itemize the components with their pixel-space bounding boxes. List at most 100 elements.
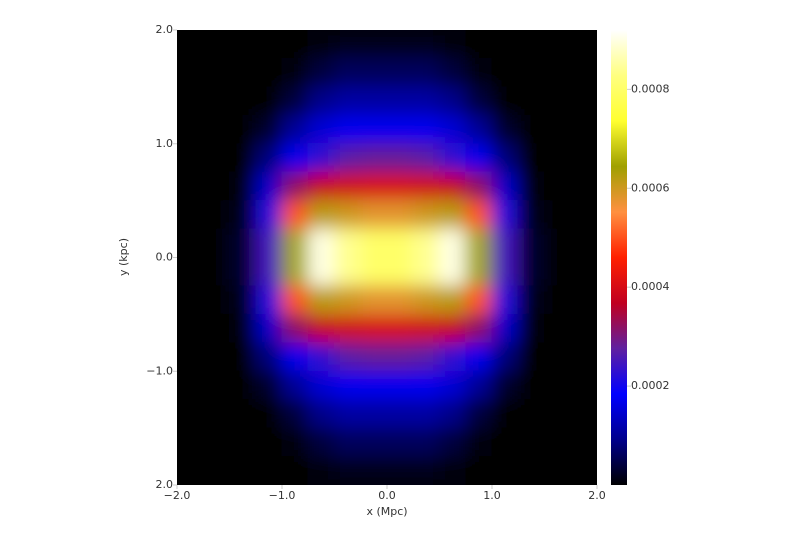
heatmap-cell xyxy=(177,370,204,401)
heatmap-cell xyxy=(517,143,545,173)
heatmap-cell xyxy=(491,143,519,173)
heatmap-cell xyxy=(544,114,572,145)
heatmap-cell xyxy=(360,313,388,344)
heatmap-cell xyxy=(491,313,519,344)
heatmap-cell xyxy=(412,370,440,401)
colorbar xyxy=(611,30,627,485)
heatmap-cell xyxy=(255,285,283,315)
heatmap-cell xyxy=(439,342,467,372)
heatmap-cell xyxy=(465,257,493,287)
heatmap-cell xyxy=(412,86,440,116)
heatmap-cell xyxy=(517,171,545,202)
heatmap-cell xyxy=(412,313,440,344)
y-tick-label: 0.0 xyxy=(156,251,174,264)
heatmap-cell xyxy=(307,143,335,173)
heatmap-cell xyxy=(491,228,519,258)
heatmap-cell xyxy=(386,171,414,202)
heatmap-cell xyxy=(439,228,467,258)
heatmap-cell xyxy=(544,57,572,88)
heatmap-cell xyxy=(177,30,204,59)
heatmap-cell xyxy=(229,114,257,145)
heatmap-cell xyxy=(412,285,440,315)
heatmap-cell xyxy=(517,342,545,372)
heatmap-cell xyxy=(386,30,414,59)
heatmap-cell xyxy=(439,200,467,230)
x-tick-label: −2.0 xyxy=(164,489,191,502)
heatmap-cell xyxy=(202,114,230,145)
heatmap-cell xyxy=(570,228,597,258)
heatmap-cell xyxy=(517,228,545,258)
heatmap-cell xyxy=(517,200,545,230)
heatmap-cell xyxy=(334,456,362,485)
heatmap-cell xyxy=(570,399,597,429)
heatmap-cell xyxy=(307,313,335,344)
heatmap-cell xyxy=(177,114,204,145)
heatmap-cell xyxy=(360,86,388,116)
heatmap-cell xyxy=(465,285,493,315)
heatmap-cell xyxy=(255,30,283,59)
heatmap-cell xyxy=(202,456,230,485)
heatmap-cell xyxy=(202,313,230,344)
heatmap-cell xyxy=(465,200,493,230)
heatmap-cell xyxy=(386,456,414,485)
heatmap-cell xyxy=(281,228,309,258)
heatmap-cell xyxy=(544,370,572,401)
heatmap-cell xyxy=(412,399,440,429)
x-tick-label: −1.0 xyxy=(269,489,296,502)
heatmap-cell xyxy=(229,228,257,258)
heatmap-cell xyxy=(412,114,440,145)
heatmap-cell xyxy=(544,285,572,315)
heatmap-cell xyxy=(281,86,309,116)
heatmap-cell xyxy=(281,456,309,485)
colorbar-tick-label: 0.0002 xyxy=(631,379,670,392)
heatmap-cell xyxy=(202,86,230,116)
heatmap-cell xyxy=(360,427,388,458)
heatmap-cell xyxy=(491,285,519,315)
heatmap-cell xyxy=(517,114,545,145)
heatmap-cell xyxy=(386,114,414,145)
heatmap-cell xyxy=(386,200,414,230)
heatmap-cell xyxy=(517,427,545,458)
colorbar-tick-label: 0.0004 xyxy=(631,280,670,293)
heatmap-cell xyxy=(517,285,545,315)
heatmap-cell xyxy=(202,427,230,458)
heatmap-cell xyxy=(202,228,230,258)
heatmap-cell xyxy=(334,143,362,173)
heatmap-cell xyxy=(465,171,493,202)
heatmap-cell xyxy=(544,427,572,458)
heatmap-cell xyxy=(517,370,545,401)
heatmap-cell xyxy=(202,143,230,173)
heatmap-cell xyxy=(202,285,230,315)
heatmap-cell xyxy=(491,30,519,59)
heatmap-cell xyxy=(517,86,545,116)
heatmap-cell xyxy=(281,342,309,372)
heatmap-cell xyxy=(177,257,204,287)
heatmap-cell xyxy=(439,456,467,485)
heatmap-cell xyxy=(177,228,204,258)
heatmap-cell xyxy=(229,30,257,59)
heatmap-cell xyxy=(255,456,283,485)
heatmap-cell xyxy=(439,427,467,458)
heatmap-cell xyxy=(517,456,545,485)
heatmap-cell xyxy=(570,171,597,202)
heatmap-cell xyxy=(360,228,388,258)
y-tick-label: 2.0 xyxy=(156,23,174,36)
heatmap-cell xyxy=(177,427,204,458)
heatmap-cell xyxy=(465,313,493,344)
heatmap-cell xyxy=(517,313,545,344)
y-tick-label: 1.0 xyxy=(156,137,174,150)
heatmap-cell xyxy=(517,57,545,88)
heatmap-cell xyxy=(229,427,257,458)
heatmap-cell xyxy=(307,427,335,458)
heatmap-cell xyxy=(360,399,388,429)
heatmap-cell xyxy=(281,313,309,344)
heatmap-cell xyxy=(439,285,467,315)
heatmap-cell xyxy=(281,200,309,230)
heatmap-cell xyxy=(465,143,493,173)
heatmap-cell xyxy=(281,171,309,202)
heatmap-cell xyxy=(334,285,362,315)
heatmap-cell xyxy=(386,427,414,458)
heatmap-cell xyxy=(439,313,467,344)
heatmap-cell xyxy=(570,114,597,145)
